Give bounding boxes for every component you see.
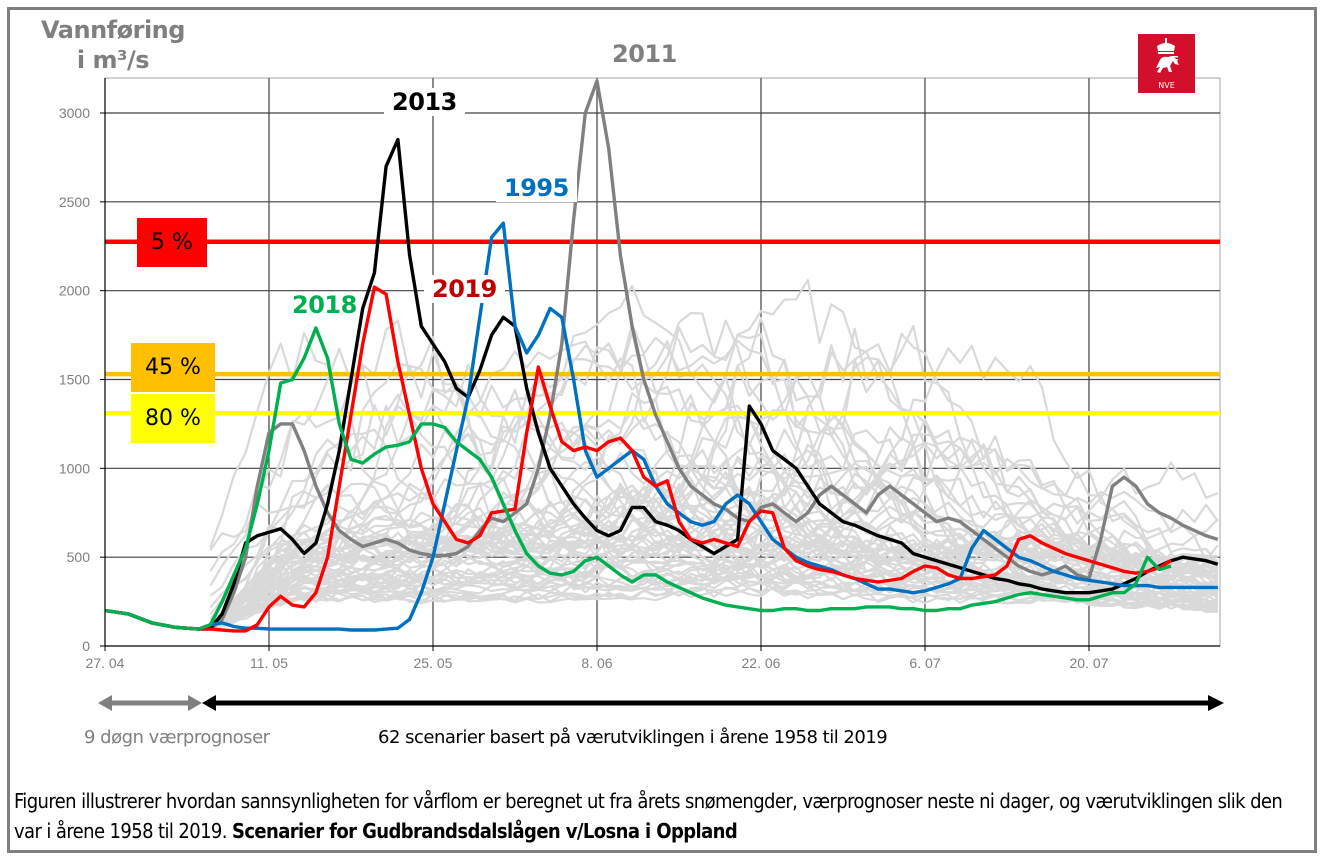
caption-text: Figuren illustrerer hvordan sannsynlighe… [14, 789, 1283, 843]
logo-text: NVE [1158, 81, 1175, 90]
y-axis-title-line1: Vannføring [41, 16, 185, 44]
scenario-line [209, 425, 1218, 630]
threshold-lines [105, 239, 1220, 416]
scenario-line [209, 381, 1218, 597]
period-arrows [98, 695, 1224, 711]
annotation-2018: 2018 [292, 291, 357, 319]
scenario-line [209, 409, 1218, 631]
scenario-line [209, 319, 1219, 629]
scenario-line [209, 415, 1219, 630]
caption-title: Scenarier for Gudbrandsdalslågen v/Losna… [232, 819, 738, 843]
tick-labels: 0 500 1000 1500 2000 2500 3000 27. 04 11. 05 25. … [59, 105, 1109, 671]
crown-horse-icon [1156, 38, 1179, 73]
annotation-2013: 2013 [384, 88, 465, 116]
threshold-label-5pct: 5 % [137, 218, 207, 267]
threshold-label-45pct: 45 % [131, 343, 215, 392]
scenario-line [209, 538, 1218, 631]
x-tick-label: 22. 06 [742, 655, 781, 671]
series-line-2011 [104, 79, 1219, 631]
y-tick-label: 500 [67, 549, 91, 565]
series-line-2018 [104, 326, 1172, 631]
scenario-line [209, 503, 1219, 630]
scenario-line [209, 418, 1218, 630]
scenario-period-label: 62 scenarier basert på værutviklingen i … [378, 727, 888, 748]
highlighted-series [104, 79, 1219, 633]
x-tick-label: 20. 07 [1070, 655, 1109, 671]
x-tick-label: 11. 05 [250, 655, 288, 671]
nve-logo: NVE [1138, 34, 1195, 93]
forecast-arrow-left-head [98, 695, 112, 711]
forecast-period-label: 9 døgn værprognoser [84, 727, 270, 748]
scenario-arrow-right-head [1208, 695, 1224, 711]
scenario-arrow-left-head [202, 695, 216, 711]
background-scenarios [209, 278, 1219, 632]
series-line-1995 [104, 221, 1218, 632]
y-tick-label: 0 [82, 638, 90, 654]
annotation-2019: 2019 [424, 275, 505, 303]
series-line-2013 [104, 137, 1219, 631]
figure-caption: Figuren illustrerer hvordan sannsynlighe… [14, 786, 1314, 846]
y-tick-label: 3000 [59, 105, 90, 121]
threshold-label-80pct: 80 % [131, 394, 215, 443]
y-tick-label: 1000 [59, 460, 90, 476]
scenario-line [209, 344, 1219, 632]
y-tick-label: 2500 [59, 194, 90, 210]
scenario-line [209, 332, 1219, 630]
y-axis-title: Vannføring i m³/s [28, 15, 198, 75]
scenario-line [209, 490, 1218, 631]
forecast-arrow-right-head [188, 695, 202, 711]
scenario-line [210, 351, 1218, 630]
y-tick-label: 2000 [59, 283, 90, 299]
axes [100, 78, 1220, 651]
x-tick-label: 25. 05 [414, 655, 453, 671]
scenario-line [209, 410, 1218, 629]
scenario-line [209, 363, 1218, 631]
scenario-line [209, 421, 1218, 624]
annotation-1995: 1995 [496, 174, 577, 202]
scenario-line [209, 454, 1219, 615]
x-tick-label: 27. 04 [86, 655, 125, 671]
y-axis-title-line2: i m³/s [76, 46, 150, 74]
x-tick-label: 6. 07 [909, 655, 940, 671]
series-line-2019 [104, 285, 1172, 633]
y-tick-label: 1500 [59, 372, 90, 388]
annotation-2011: 2011 [604, 40, 685, 68]
x-tick-label: 8. 06 [581, 655, 612, 671]
